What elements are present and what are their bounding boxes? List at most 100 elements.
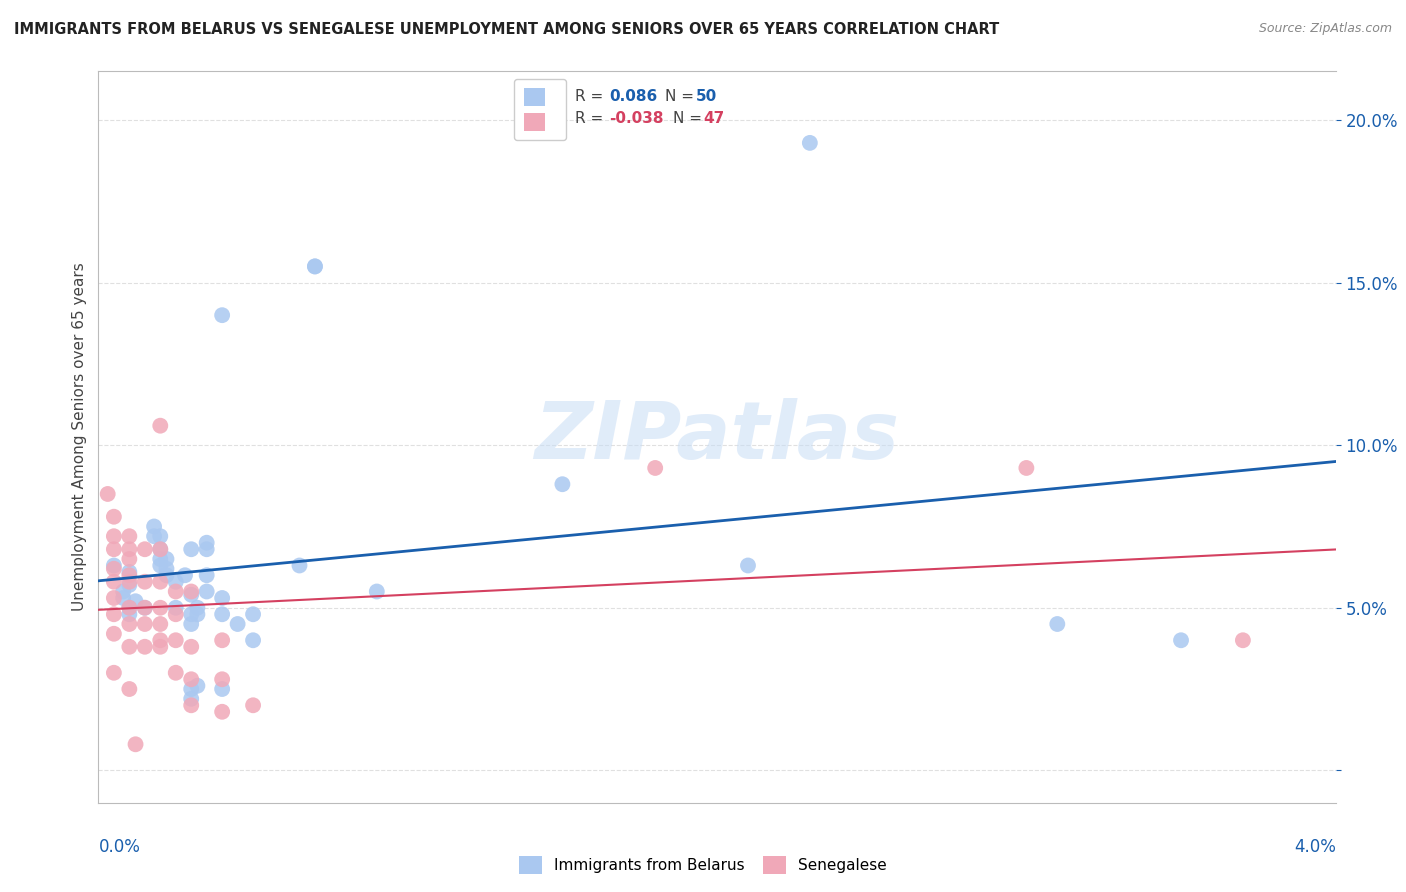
Point [155,552,177,566]
Point [118,529,141,543]
Point [149,418,172,433]
Point [97,487,120,501]
Point [155,568,177,582]
Point [134,600,156,615]
Point [103,626,125,640]
Point [304,260,326,274]
Point [180,588,202,602]
Point [737,558,759,573]
Point [366,584,388,599]
Point [134,617,156,632]
Point [1232,633,1254,648]
Point [118,681,141,696]
Point [1170,633,1192,648]
Text: Source: ZipAtlas.com: Source: ZipAtlas.com [1258,22,1392,36]
Point [174,568,197,582]
Point [180,698,202,713]
Text: 4.0%: 4.0% [1294,838,1336,856]
Point [211,681,233,696]
Point [186,607,208,622]
Point [149,542,172,557]
Point [165,584,187,599]
Point [103,558,125,573]
Point [644,461,666,475]
Point [211,308,233,322]
Point [103,574,125,589]
Point [180,681,202,696]
Point [134,542,156,557]
Point [195,535,218,549]
Point [124,594,146,608]
Point [118,574,141,589]
Point [118,600,141,615]
Point [149,600,172,615]
Point [149,529,172,543]
Text: N =: N = [665,88,699,103]
Point [180,584,202,599]
Point [118,542,141,557]
Point [124,737,146,751]
Point [149,633,172,648]
Legend: Immigrants from Belarus, Senegalese: Immigrants from Belarus, Senegalese [513,850,893,880]
Point [242,698,264,713]
Point [211,591,233,605]
Point [134,574,156,589]
Point [180,673,202,687]
Point [180,640,202,654]
Point [186,600,208,615]
Point [103,529,125,543]
Legend: , : , [515,79,567,140]
Point [118,578,141,592]
Point [165,574,187,589]
Point [551,477,574,491]
Point [195,568,218,582]
Point [211,607,233,622]
Point [118,568,141,582]
Point [155,562,177,576]
Text: 0.0%: 0.0% [98,838,141,856]
Point [118,552,141,566]
Point [118,607,141,622]
Point [186,679,208,693]
Point [180,691,202,706]
Text: N =: N = [672,112,706,127]
Point [149,574,172,589]
Point [103,562,125,576]
Text: 50: 50 [696,88,717,103]
Point [149,552,172,566]
Point [799,136,821,150]
Point [149,558,172,573]
Point [211,633,233,648]
Point [1046,617,1069,632]
Point [149,617,172,632]
Text: 47: 47 [703,112,724,127]
Point [118,600,141,615]
Point [242,633,264,648]
Point [195,584,218,599]
Point [195,542,218,557]
Point [149,542,172,557]
Point [103,665,125,680]
Point [1015,461,1038,475]
Point [165,665,187,680]
Point [103,509,125,524]
Point [103,591,125,605]
Point [118,565,141,579]
Point [226,617,249,632]
Point [118,617,141,632]
Point [180,617,202,632]
Text: -0.038: -0.038 [609,112,664,127]
Point [304,260,326,274]
Point [134,640,156,654]
Point [103,542,125,557]
Point [288,558,311,573]
Point [112,584,135,599]
Point [211,705,233,719]
Point [242,607,264,622]
Text: ZIPatlas: ZIPatlas [534,398,900,476]
Point [149,640,172,654]
Text: R =: R = [575,112,607,127]
Point [112,591,135,605]
Point [118,640,141,654]
Text: R =: R = [575,88,607,103]
